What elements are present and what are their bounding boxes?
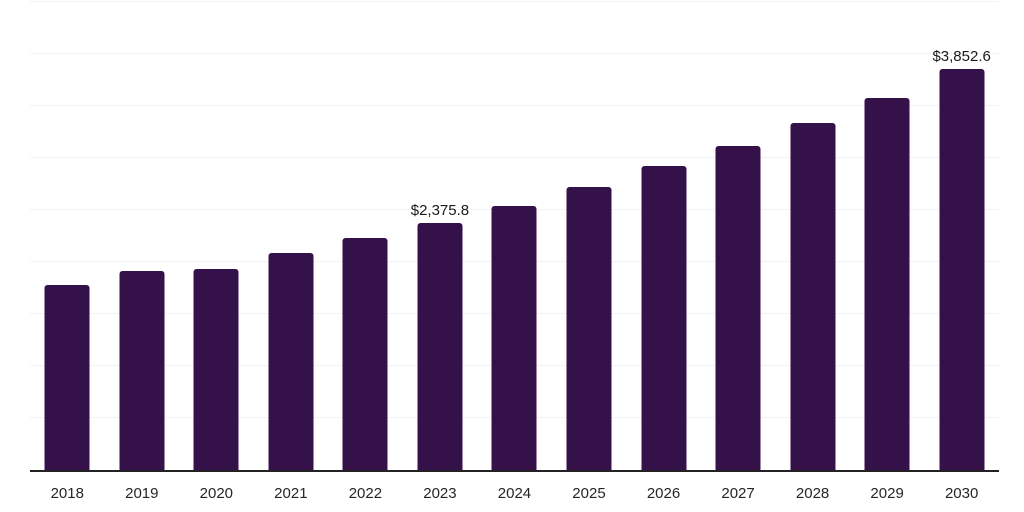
bar-band-2018 (30, 2, 105, 470)
bar-2018 (44, 284, 90, 470)
bar-band-2030: $3,852.6 (924, 2, 999, 470)
x-tick-2027: 2027 (721, 485, 755, 502)
gridline-4500 (30, 1, 999, 2)
bar-band-2024 (477, 2, 552, 470)
x-tick-2018: 2018 (50, 485, 84, 502)
bar-2027 (715, 145, 761, 470)
x-tick-2021: 2021 (274, 485, 308, 502)
x-tick-2019: 2019 (125, 485, 159, 502)
bar-2019 (119, 271, 165, 470)
data-label-2030: $3,852.6 (932, 48, 991, 66)
bar-band-2027 (701, 2, 776, 470)
x-tick-2023: 2023 (423, 485, 457, 502)
bar-band-2022 (328, 2, 403, 470)
bar-band-2025 (552, 2, 627, 470)
bars-container: $2,375.8 $3,852.6 (30, 2, 999, 470)
bar-band-2026 (626, 2, 701, 470)
bar-band-2021 (254, 2, 329, 470)
bar-band-2020 (179, 2, 254, 470)
x-tick-2028: 2028 (795, 485, 830, 502)
x-tick-2022: 2022 (348, 485, 383, 502)
gridline-4000 (30, 53, 999, 54)
x-tick-2020: 2020 (199, 485, 234, 502)
gridline-3500 (30, 105, 999, 106)
bar-2021 (268, 253, 314, 470)
bar-2028 (790, 123, 836, 470)
gridline-3000 (30, 157, 999, 159)
bar-2024 (491, 205, 537, 470)
bar-2029 (864, 98, 910, 470)
bar-band-2019 (105, 2, 180, 470)
x-axis: 2018 2019 2020 2021 2022 2023 2024 2025 2026 2027… (30, 472, 999, 502)
bar-2030 (939, 69, 985, 470)
x-tick-2025: 2025 (572, 485, 606, 502)
x-tick-2026: 2026 (646, 485, 681, 502)
data-label-2023: $2,375.8 (410, 201, 470, 219)
plot-area: $2,375.8 $3,852.6 (30, 1, 999, 472)
bar-2020 (193, 268, 239, 470)
bar-band-2028 (775, 2, 850, 470)
bar-2023 (417, 222, 463, 470)
bar-band-2029 (850, 2, 925, 470)
bar-band-2023: $2,375.8 (403, 2, 478, 470)
bar-2022 (342, 238, 388, 470)
bar-2026 (641, 165, 687, 470)
x-tick-2029: 2029 (870, 485, 904, 502)
x-tick-2024: 2024 (497, 485, 532, 502)
bar-2025 (566, 187, 612, 470)
x-tick-2030: 2030 (944, 485, 979, 502)
